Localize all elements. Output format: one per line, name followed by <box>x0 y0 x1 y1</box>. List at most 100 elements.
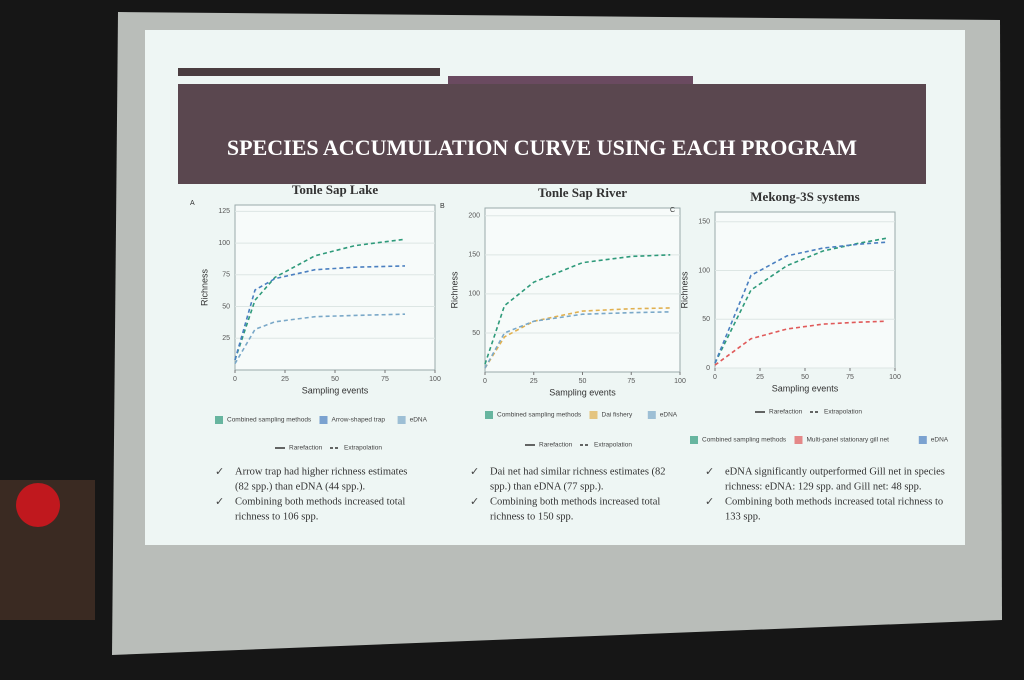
x-tick-label: 0 <box>713 374 717 381</box>
bullet-text: richness to 106 spp. <box>235 511 318 522</box>
y-tick-label: 75 <box>222 272 230 279</box>
legend-label: Rarefaction <box>769 409 803 416</box>
check: ✓ <box>705 496 714 508</box>
y-axis-label: Richness <box>199 268 209 306</box>
flower <box>16 483 60 527</box>
x-tick-label: 0 <box>233 376 237 383</box>
series-line <box>234 238 406 361</box>
bullet-text: Combining both methods increased total <box>490 496 660 507</box>
check: ✓ <box>470 496 479 508</box>
x-tick-label: 50 <box>579 378 587 385</box>
header-band <box>178 84 926 184</box>
legend-label: eDNA <box>410 417 428 424</box>
bullet-text: Combining both methods increased total r… <box>725 496 943 507</box>
y-tick-label: 0 <box>706 365 710 372</box>
y-tick-label: 25 <box>222 335 230 342</box>
check: ✓ <box>215 466 224 478</box>
x-tick-label: 100 <box>674 378 686 385</box>
x-tick-label: 50 <box>801 374 809 381</box>
legend-label: Extrapolation <box>594 442 632 449</box>
legend-swatch <box>794 436 803 444</box>
x-tick-label: 25 <box>756 374 764 381</box>
check: ✓ <box>470 466 479 478</box>
legend-swatch <box>319 416 328 424</box>
plot-area <box>484 207 681 373</box>
y-tick-label: 100 <box>698 267 710 274</box>
legend-label: Combined sampling methods <box>497 412 582 419</box>
y-axis-label: Richness <box>449 271 459 309</box>
plot-area <box>714 211 896 369</box>
x-tick-label: 100 <box>429 376 441 383</box>
panel-label: C <box>670 207 675 214</box>
y-axis-label: Richness <box>679 271 689 309</box>
series-line <box>234 313 406 365</box>
check: ✓ <box>705 466 714 478</box>
series-line <box>484 311 671 369</box>
y-tick-label: 150 <box>468 252 480 259</box>
legend-swatch <box>397 416 406 424</box>
y-tick-label: 200 <box>468 213 480 220</box>
bullet-text: richness to 150 spp. <box>490 511 573 522</box>
legend-label: Rarefaction <box>539 442 573 449</box>
x-axis-label: Sampling events <box>772 383 839 393</box>
legend-swatch <box>485 411 493 419</box>
series-line <box>234 265 406 361</box>
slide-title: SPECIES ACCUMULATION CURVE USING EACH PR… <box>227 135 857 160</box>
x-tick-label: 0 <box>483 378 487 385</box>
y-tick-label: 150 <box>698 219 710 226</box>
y-tick-label: 100 <box>218 240 230 247</box>
legend-label: Arrow-shaped trap <box>332 417 386 424</box>
y-tick-label: 50 <box>472 330 480 337</box>
bullet-text: Combining both methods increased total <box>235 496 405 507</box>
y-tick-label: 50 <box>222 303 230 310</box>
x-tick-label: 75 <box>627 378 635 385</box>
x-tick-label: 25 <box>281 376 289 383</box>
legend-swatch <box>647 411 656 419</box>
deco-bar <box>448 76 693 84</box>
bullet-text: 133 spp. <box>725 511 761 522</box>
x-tick-label: 75 <box>846 374 854 381</box>
x-tick-label: 100 <box>889 374 901 381</box>
series-line <box>714 237 887 364</box>
legend-swatch <box>215 416 223 424</box>
series-line <box>714 320 887 366</box>
panel-label: A <box>190 200 195 207</box>
check: ✓ <box>215 496 224 508</box>
y-tick-label: 50 <box>702 316 710 323</box>
legend-label: Extrapolation <box>344 445 382 452</box>
bullet-text: eDNA significantly outperformed Gill net… <box>725 466 945 477</box>
bullet-text: spp.) than eDNA (77 spp.). <box>490 481 603 492</box>
y-tick-label: 100 <box>468 291 480 298</box>
x-tick-label: 25 <box>530 378 538 385</box>
series-line <box>484 254 671 365</box>
legend-label: Rarefaction <box>289 445 323 452</box>
bullet-text: Dai net had similar richness estimates (… <box>490 466 666 477</box>
chart-title: Tonle Sap River <box>538 185 627 200</box>
plot-area <box>234 204 436 371</box>
series-line <box>714 241 887 364</box>
legend-label: Dai fishery <box>602 412 633 419</box>
legend-swatch <box>589 411 598 419</box>
legend-label: Multi-panel stationary gill net <box>807 437 890 444</box>
x-tick-label: 50 <box>331 376 339 383</box>
bullet-text: (82 spp.) than eDNA (44 spp.). <box>235 481 365 492</box>
deco-bar <box>178 68 440 76</box>
legend-label: eDNA <box>660 412 678 419</box>
bullet-text: Arrow trap had higher richness estimates <box>235 466 407 477</box>
panel-label: B <box>440 203 445 210</box>
legend-label: Extrapolation <box>824 409 862 416</box>
chart-title: Tonle Sap Lake <box>292 182 378 197</box>
x-axis-label: Sampling events <box>549 387 616 397</box>
bullet-text: richness: eDNA: 129 spp. and Gill net: 4… <box>725 481 922 492</box>
legend-label: Combined sampling methods <box>227 417 312 424</box>
chart-title: Mekong-3S systems <box>750 189 859 204</box>
legend-label: Combined sampling methods <box>702 437 787 444</box>
series-line <box>484 307 671 369</box>
x-axis-label: Sampling events <box>302 385 369 395</box>
legend-swatch <box>690 436 698 444</box>
legend-swatch <box>918 436 927 444</box>
y-tick-label: 125 <box>218 208 230 215</box>
x-tick-label: 75 <box>381 376 389 383</box>
